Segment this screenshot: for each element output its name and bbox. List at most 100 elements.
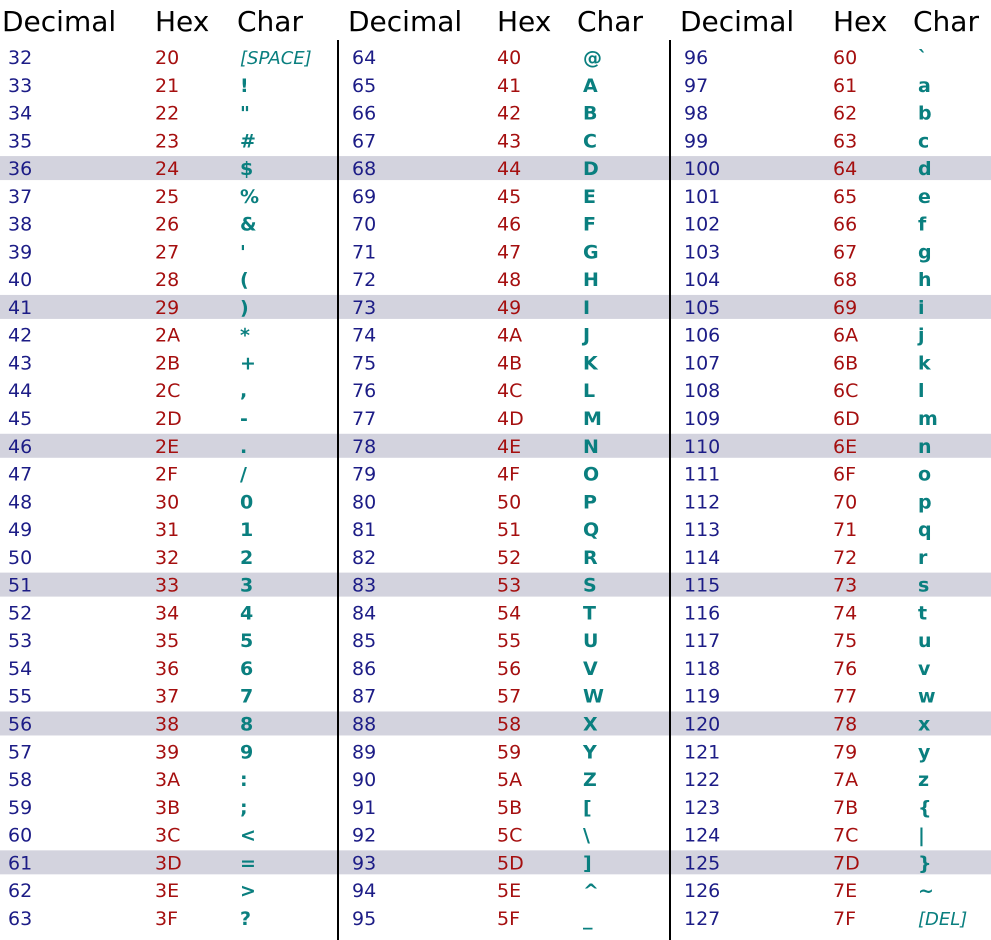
char-cell: y: [918, 741, 931, 763]
char-cell: o: [918, 464, 931, 486]
char-cell: p: [918, 491, 932, 513]
hex-cell: 20: [155, 47, 179, 69]
char-cell: .: [240, 436, 247, 458]
hex-cell: 70: [833, 491, 857, 513]
char-cell: d: [918, 158, 932, 180]
char-cell: 3: [240, 575, 253, 597]
decimal-cell: 65: [352, 75, 376, 97]
decimal-cell: 44: [8, 380, 32, 402]
char-cell: R: [583, 547, 598, 569]
hex-cell: 32: [155, 547, 179, 569]
row-highlight: [0, 850, 991, 875]
hex-cell: 3B: [155, 797, 180, 819]
hex-cell: 53: [497, 575, 521, 597]
decimal-cell: 60: [8, 825, 32, 847]
char-cell: I: [583, 297, 590, 319]
char-cell: C: [583, 130, 597, 152]
char-cell: m: [918, 408, 938, 430]
decimal-cell: 123: [684, 797, 720, 819]
decimal-cell: 49: [8, 519, 32, 541]
hex-cell: 34: [155, 602, 179, 624]
hex-cell: 28: [155, 269, 179, 291]
decimal-cell: 59: [8, 797, 32, 819]
hex-cell: 75: [833, 630, 857, 652]
char-cell: B: [583, 103, 597, 125]
char-cell: k: [918, 352, 931, 374]
hex-cell: 2F: [155, 464, 178, 486]
hex-cell: 62: [833, 103, 857, 125]
decimal-cell: 99: [684, 130, 708, 152]
decimal-cell: 97: [684, 75, 708, 97]
hex-cell: 51: [497, 519, 521, 541]
char-cell: H: [583, 269, 599, 291]
column-header: Char: [237, 5, 303, 38]
decimal-cell: 107: [684, 352, 720, 374]
char-cell: >: [240, 880, 256, 902]
decimal-cell: 114: [684, 547, 720, 569]
char-cell: V: [583, 658, 598, 680]
char-cell: t: [918, 602, 927, 624]
column-header: Char: [913, 5, 979, 38]
char-cell: s: [918, 575, 929, 597]
decimal-cell: 34: [8, 103, 32, 125]
decimal-cell: 119: [684, 686, 720, 708]
char-cell: =: [240, 852, 256, 874]
decimal-cell: 72: [352, 269, 376, 291]
decimal-cell: 50: [8, 547, 32, 569]
hex-cell: 2A: [155, 325, 180, 347]
char-cell: 9: [240, 741, 253, 763]
decimal-cell: 126: [684, 880, 720, 902]
hex-cell: 64: [833, 158, 857, 180]
decimal-cell: 103: [684, 241, 720, 263]
decimal-cell: 39: [8, 241, 32, 263]
decimal-cell: 115: [684, 575, 720, 597]
hex-cell: 66: [833, 214, 857, 236]
char-cell: ?: [240, 908, 251, 930]
decimal-cell: 64: [352, 47, 376, 69]
decimal-cell: 79: [352, 464, 376, 486]
decimal-cell: 91: [352, 797, 376, 819]
decimal-cell: 41: [8, 297, 32, 319]
hex-cell: 69: [833, 297, 857, 319]
char-cell: g: [918, 241, 932, 263]
char-cell: S: [583, 575, 597, 597]
char-cell: 5: [240, 630, 253, 652]
column-header: Hex: [833, 5, 887, 38]
decimal-cell: 85: [352, 630, 376, 652]
char-cell: /: [240, 464, 247, 486]
hex-cell: 6B: [833, 352, 858, 374]
char-cell: [SPACE]: [240, 48, 312, 69]
decimal-cell: 95: [352, 908, 376, 930]
column-header: Decimal: [348, 5, 462, 38]
char-cell: x: [918, 713, 930, 735]
hex-cell: 29: [155, 297, 179, 319]
char-cell: F: [583, 214, 596, 236]
char-cell: M: [583, 408, 602, 430]
row-highlight: [0, 711, 991, 736]
decimal-cell: 54: [8, 658, 32, 680]
hex-cell: 39: [155, 741, 179, 763]
decimal-cell: 106: [684, 325, 720, 347]
decimal-cell: 63: [8, 908, 32, 930]
hex-cell: 54: [497, 602, 521, 624]
decimal-cell: 96: [684, 47, 708, 69]
hex-cell: 24: [155, 158, 179, 180]
hex-cell: 48: [497, 269, 521, 291]
char-cell: ]: [583, 852, 592, 874]
decimal-cell: 38: [8, 214, 32, 236]
decimal-cell: 88: [352, 713, 376, 735]
hex-cell: 50: [497, 491, 521, 513]
decimal-cell: 112: [684, 491, 720, 513]
char-cell: !: [240, 75, 249, 97]
hex-cell: 5C: [497, 825, 522, 847]
hex-cell: 6C: [833, 380, 858, 402]
char-cell: N: [583, 436, 599, 458]
char-cell: :: [240, 769, 248, 791]
decimal-cell: 53: [8, 630, 32, 652]
char-cell: b: [918, 103, 932, 125]
hex-cell: 46: [497, 214, 521, 236]
decimal-cell: 121: [684, 741, 720, 763]
char-cell: &: [240, 214, 257, 236]
decimal-cell: 69: [352, 186, 376, 208]
decimal-cell: 47: [8, 464, 32, 486]
